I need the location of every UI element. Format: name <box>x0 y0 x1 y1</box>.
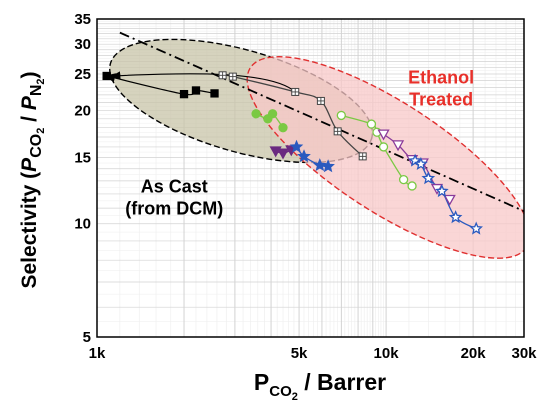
data-point-star <box>421 171 436 185</box>
x-axis-title-main: P <box>254 369 269 395</box>
data-point-circle <box>336 110 346 121</box>
y-axis-title-c: CO <box>28 134 45 158</box>
x-tick-label: 10k <box>374 345 400 362</box>
data-point-star <box>448 210 463 224</box>
x-axis-title-rest: / Barrer <box>298 369 386 395</box>
data-point-star <box>289 139 304 153</box>
data-point-square-plus <box>228 72 237 81</box>
data-point-circle <box>378 142 389 152</box>
y-axis-title-e: / <box>18 110 41 128</box>
data-point-square-plus <box>358 152 367 161</box>
y-tick-label: 35 <box>74 11 91 28</box>
data-point-star <box>408 153 422 167</box>
data-point-triangle <box>443 194 456 206</box>
x-tick-label: 20k <box>461 345 487 362</box>
y-axis-title-i: ) <box>18 71 41 78</box>
x-axis-title-subsub: 2 <box>292 391 298 402</box>
data-markers <box>102 71 483 235</box>
data-point-square <box>191 86 201 95</box>
upper-bound-line <box>119 31 524 212</box>
data-point-circle <box>251 109 261 119</box>
y-axis-title-d: 2 <box>35 128 47 134</box>
data-point-star <box>321 159 335 173</box>
y-tick-label: 20 <box>74 102 91 119</box>
y-tick-labels: 5 10 15 20 25 30 35 <box>74 11 91 346</box>
x-tick-label: 1k <box>89 345 106 362</box>
data-point-square <box>179 89 189 99</box>
y-axis-title-g: N <box>28 85 45 97</box>
y-tick-label: 30 <box>74 36 91 53</box>
data-point-square-plus <box>316 96 325 105</box>
y-axis-title: Selectivity (PCO2 / PN2) <box>18 71 47 288</box>
upper-bound-segment <box>119 31 524 212</box>
data-point-triangle <box>276 148 290 160</box>
ellipses <box>108 38 524 259</box>
data-point-star <box>312 158 327 172</box>
data-point-star <box>435 184 449 198</box>
y-tick-label: 5 <box>83 329 91 346</box>
y-tick-label: 25 <box>74 66 91 83</box>
y-tick-label: 15 <box>74 149 91 166</box>
data-point-circle <box>398 174 409 185</box>
data-point-circle <box>278 123 288 133</box>
data-point-circle <box>366 119 377 129</box>
ellipse-ethanol-treated <box>246 56 524 259</box>
y-axis-title-h: 2 <box>35 78 47 84</box>
x-tick-label: 5k <box>291 345 308 362</box>
data-point-circle <box>407 181 417 191</box>
data-point-star <box>414 156 428 170</box>
y-axis-title-b: P <box>18 157 41 172</box>
data-point-star <box>469 221 483 235</box>
data-point-square <box>210 89 219 98</box>
plot-frame <box>96 18 525 338</box>
y-axis-title-f: P <box>18 95 41 110</box>
y-tick-label: 10 <box>74 216 91 233</box>
data-point-square-plus <box>291 87 300 96</box>
x-tick-label: 30k <box>511 345 537 362</box>
x-axis-title-sub: CO <box>269 383 292 400</box>
data-point-triangle <box>391 140 405 152</box>
x-axis-title: PCO2 / Barrer <box>254 369 386 402</box>
data-point-square <box>102 71 111 81</box>
data-point-triangle <box>377 129 390 141</box>
data-point-square-plus <box>333 127 342 136</box>
annotation-ascast-line2: (from DCM) <box>125 199 223 219</box>
data-point-square-plus <box>218 71 227 80</box>
data-point-star <box>297 149 311 163</box>
annotation-ethanol-line1: Ethanol <box>408 67 474 87</box>
data-point-circle <box>263 114 273 124</box>
x-tick-labels: 1k 5k 10k 20k 30k <box>89 345 538 362</box>
y-axis-title-a: Selectivity ( <box>18 172 41 289</box>
annotation-ethanol-line2: Treated <box>409 89 473 109</box>
annotation-ascast-line1: As Cast <box>141 177 208 197</box>
